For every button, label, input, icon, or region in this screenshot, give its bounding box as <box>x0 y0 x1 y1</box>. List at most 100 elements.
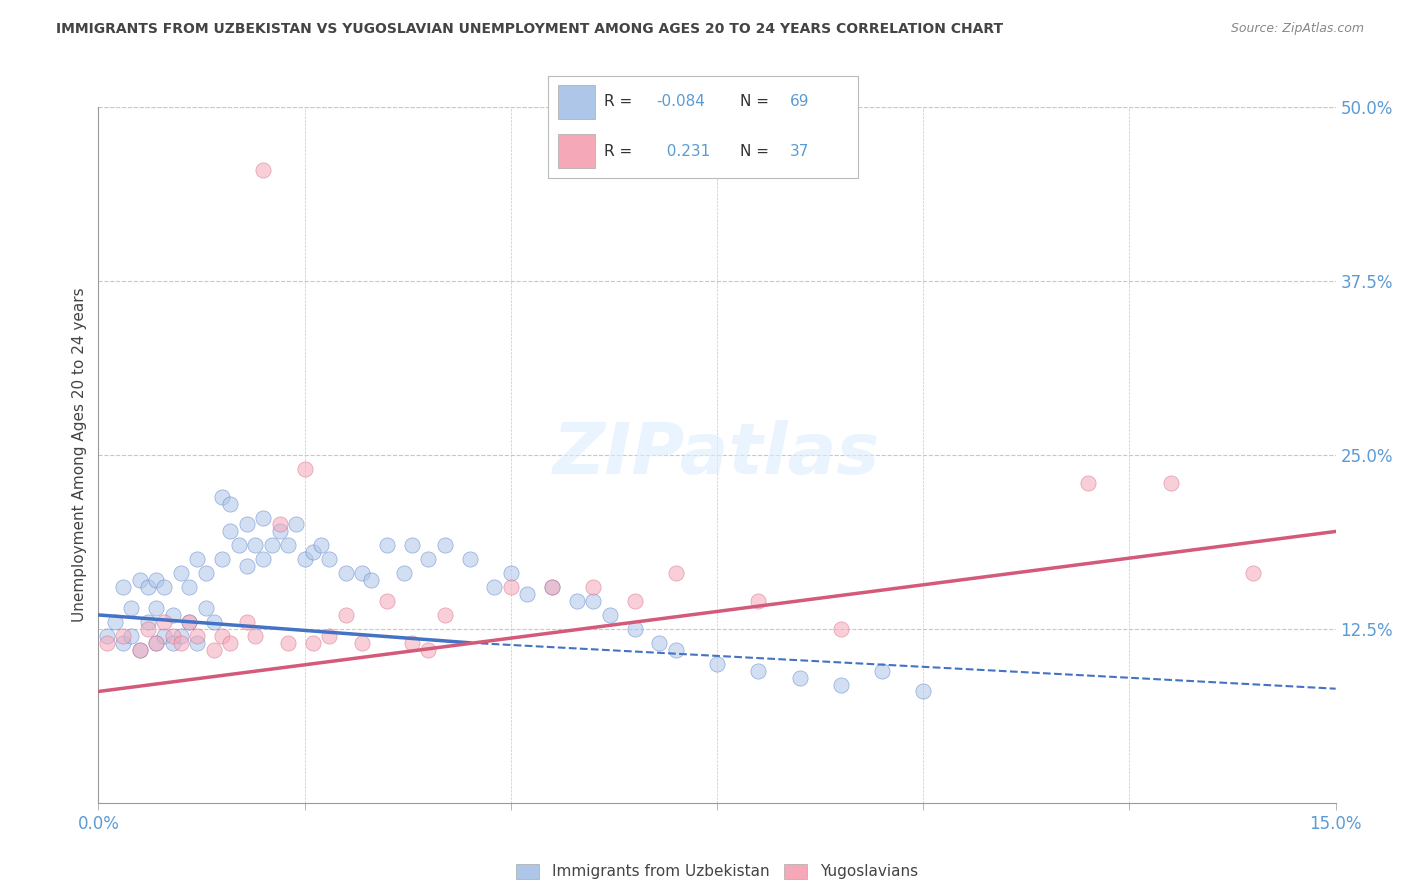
Point <box>516 587 538 601</box>
Point <box>318 552 340 566</box>
Point <box>352 636 374 650</box>
Point <box>375 594 398 608</box>
Point <box>392 566 415 581</box>
Point <box>211 490 233 504</box>
Point <box>830 622 852 636</box>
Point <box>128 573 150 587</box>
Point <box>252 552 274 566</box>
Point <box>335 566 357 581</box>
Text: -0.084: -0.084 <box>657 95 706 110</box>
Point <box>623 622 645 636</box>
Point <box>112 629 135 643</box>
Point <box>136 580 159 594</box>
Text: N =: N = <box>740 144 773 159</box>
Point <box>1077 475 1099 490</box>
Point <box>186 636 208 650</box>
Point <box>211 552 233 566</box>
Point <box>1160 475 1182 490</box>
Point <box>433 538 456 552</box>
Point <box>153 580 176 594</box>
Point <box>136 622 159 636</box>
Point <box>202 642 225 657</box>
Point <box>260 538 283 552</box>
Point <box>285 517 308 532</box>
Y-axis label: Unemployment Among Ages 20 to 24 years: Unemployment Among Ages 20 to 24 years <box>72 287 87 623</box>
Point <box>352 566 374 581</box>
Point <box>541 580 564 594</box>
Text: 0.231: 0.231 <box>657 144 710 159</box>
Point <box>179 580 201 594</box>
Point <box>499 566 522 581</box>
Point <box>211 629 233 643</box>
Point <box>294 462 316 476</box>
Point <box>582 580 605 594</box>
Point <box>1241 566 1264 581</box>
Point <box>623 594 645 608</box>
Point <box>252 510 274 524</box>
Point <box>565 594 588 608</box>
Point <box>277 538 299 552</box>
Point <box>112 636 135 650</box>
Point <box>128 642 150 657</box>
Point <box>202 615 225 629</box>
Point <box>499 580 522 594</box>
Point <box>335 607 357 622</box>
Point <box>747 594 769 608</box>
Text: 37: 37 <box>790 144 808 159</box>
Point <box>360 573 382 587</box>
Point <box>120 629 142 643</box>
Point <box>219 636 242 650</box>
Point <box>170 566 193 581</box>
Point <box>706 657 728 671</box>
Point <box>162 636 184 650</box>
Legend: Immigrants from Uzbekistan, Yugoslavians: Immigrants from Uzbekistan, Yugoslavians <box>510 857 924 886</box>
Point <box>418 642 440 657</box>
Point <box>401 636 423 650</box>
Point <box>162 607 184 622</box>
Point <box>747 664 769 678</box>
Point <box>375 538 398 552</box>
Point <box>433 607 456 622</box>
Point <box>145 573 167 587</box>
Point <box>789 671 811 685</box>
Text: R =: R = <box>605 144 637 159</box>
Point <box>648 636 671 650</box>
Point <box>145 601 167 615</box>
Point <box>318 629 340 643</box>
Point <box>236 517 259 532</box>
Point <box>104 615 127 629</box>
Point <box>179 615 201 629</box>
Text: R =: R = <box>605 95 637 110</box>
Point <box>912 684 935 698</box>
Point <box>269 517 291 532</box>
Point <box>277 636 299 650</box>
Point <box>96 636 118 650</box>
Point <box>401 538 423 552</box>
Point <box>194 601 217 615</box>
Text: N =: N = <box>740 95 773 110</box>
Point <box>186 552 208 566</box>
Point <box>219 497 242 511</box>
Point <box>194 566 217 581</box>
Point <box>153 615 176 629</box>
Point <box>186 629 208 643</box>
Text: Source: ZipAtlas.com: Source: ZipAtlas.com <box>1230 22 1364 36</box>
Point <box>484 580 506 594</box>
Point <box>120 601 142 615</box>
Point <box>870 664 893 678</box>
Point <box>665 566 688 581</box>
Point <box>243 629 266 643</box>
Point <box>145 636 167 650</box>
Point <box>302 636 325 650</box>
Point <box>236 615 259 629</box>
Text: ZIPatlas: ZIPatlas <box>554 420 880 490</box>
Bar <box>558 85 595 119</box>
Point <box>170 636 193 650</box>
Point <box>243 538 266 552</box>
Point <box>219 524 242 539</box>
Point <box>252 162 274 177</box>
Point <box>830 677 852 691</box>
Point <box>302 545 325 559</box>
Point <box>665 642 688 657</box>
Point <box>458 552 481 566</box>
